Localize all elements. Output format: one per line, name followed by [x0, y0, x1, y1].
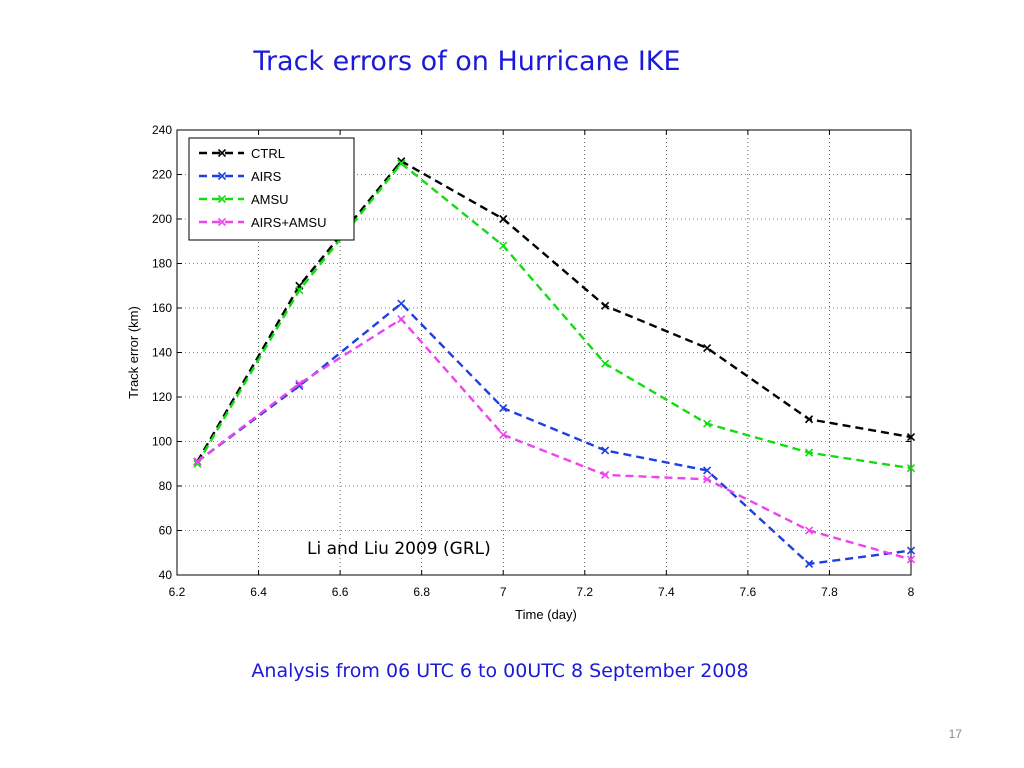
data-point-airs — [906, 546, 916, 555]
x-tick-label: 6.2 — [169, 585, 186, 599]
legend-label: CTRL — [251, 146, 285, 161]
data-point-airs — [601, 446, 610, 455]
chart-annotation: Li and Liu 2009 (GRL) — [307, 539, 491, 559]
x-tick-label: 7.4 — [658, 585, 675, 599]
x-tick-label: 7 — [500, 585, 507, 599]
legend-marker — [217, 148, 227, 158]
series-line-amsu — [196, 161, 912, 470]
slide-subtitle: Analysis from 06 UTC 6 to 00UTC 8 Septem… — [251, 660, 749, 682]
data-point-airs-amsu — [397, 315, 406, 324]
x-tick-label: 6.4 — [250, 585, 267, 599]
data-point-ctrl — [601, 301, 610, 310]
data-point-airs-amsu — [804, 526, 814, 535]
y-tick-label: 160 — [152, 301, 172, 315]
data-point-airs-amsu — [703, 475, 712, 484]
x-tick-label: 7.8 — [821, 585, 838, 599]
data-point-amsu — [499, 241, 508, 250]
legend-label: AIRS — [251, 169, 282, 184]
series-line-airs — [196, 301, 912, 566]
data-point-amsu — [601, 359, 610, 368]
data-point-amsu — [906, 464, 916, 473]
data-point-ctrl — [499, 214, 508, 224]
series-lines — [193, 157, 916, 568]
series-line-airs-amsu — [196, 317, 912, 561]
data-point-airs-amsu — [193, 457, 202, 466]
data-point-amsu — [804, 448, 814, 457]
y-axis-title: Track error (km) — [126, 306, 141, 399]
y-tick-label: 80 — [159, 479, 173, 493]
data-point-amsu — [295, 286, 304, 295]
series-airs-amsu — [193, 315, 916, 564]
axis-ticks: 6.2 6.4 6.6 6.8 7 7.2 7.4 7.6 7.8 8 40 60 80 100 120 14… — [152, 123, 915, 599]
series-line-ctrl — [196, 159, 912, 463]
data-point-ctrl — [906, 432, 916, 442]
legend-label: AIRS+AMSU — [251, 215, 327, 230]
legend-item-amsu: AMSU — [199, 192, 289, 207]
y-tick-label: 40 — [159, 568, 173, 582]
data-point-amsu — [397, 159, 406, 168]
legend-item-airs: AIRS — [199, 169, 282, 184]
x-tick-label: 8 — [908, 585, 915, 599]
y-tick-label: 60 — [159, 524, 173, 538]
x-tick-label: 6.8 — [413, 585, 430, 599]
y-tick-label: 240 — [152, 123, 172, 137]
legend-marker — [217, 217, 227, 227]
series-ctrl — [193, 157, 916, 466]
y-tick-label: 120 — [152, 390, 172, 404]
legend-label: AMSU — [251, 192, 289, 207]
data-point-airs-amsu — [906, 555, 916, 564]
x-tick-label: 7.6 — [740, 585, 757, 599]
legend-marker — [217, 171, 227, 181]
page-number: 17 — [948, 727, 962, 741]
y-tick-label: 200 — [152, 212, 172, 226]
data-point-airs-amsu — [601, 470, 610, 479]
legend-marker — [217, 194, 227, 204]
data-point-amsu — [193, 459, 202, 468]
y-tick-label: 100 — [152, 435, 172, 449]
y-tick-label: 180 — [152, 257, 172, 271]
legend-item-airs-amsu: AIRS+AMSU — [199, 215, 327, 230]
data-point-amsu — [703, 419, 712, 428]
data-point-airs — [703, 466, 712, 475]
slide-title: Track errors of on Hurricane IKE — [253, 46, 681, 77]
data-point-ctrl — [804, 415, 814, 424]
y-tick-label: 140 — [152, 346, 172, 360]
data-point-ctrl — [397, 157, 406, 166]
y-tick-label: 220 — [152, 168, 172, 182]
x-tick-label: 7.2 — [576, 585, 593, 599]
data-point-airs-amsu — [499, 430, 508, 439]
x-axis-title: Time (day) — [515, 607, 577, 622]
x-tick-label: 6.6 — [332, 585, 349, 599]
series-amsu — [193, 159, 916, 473]
legend: CTRL AIRS AMSU AIRS+AMSU — [188, 137, 355, 241]
data-point-airs — [499, 404, 508, 413]
data-point-ctrl — [703, 343, 712, 353]
data-point-airs-amsu — [295, 379, 304, 388]
data-point-airs — [397, 299, 406, 308]
legend-item-ctrl: CTRL — [199, 146, 285, 161]
data-point-airs — [804, 559, 814, 568]
